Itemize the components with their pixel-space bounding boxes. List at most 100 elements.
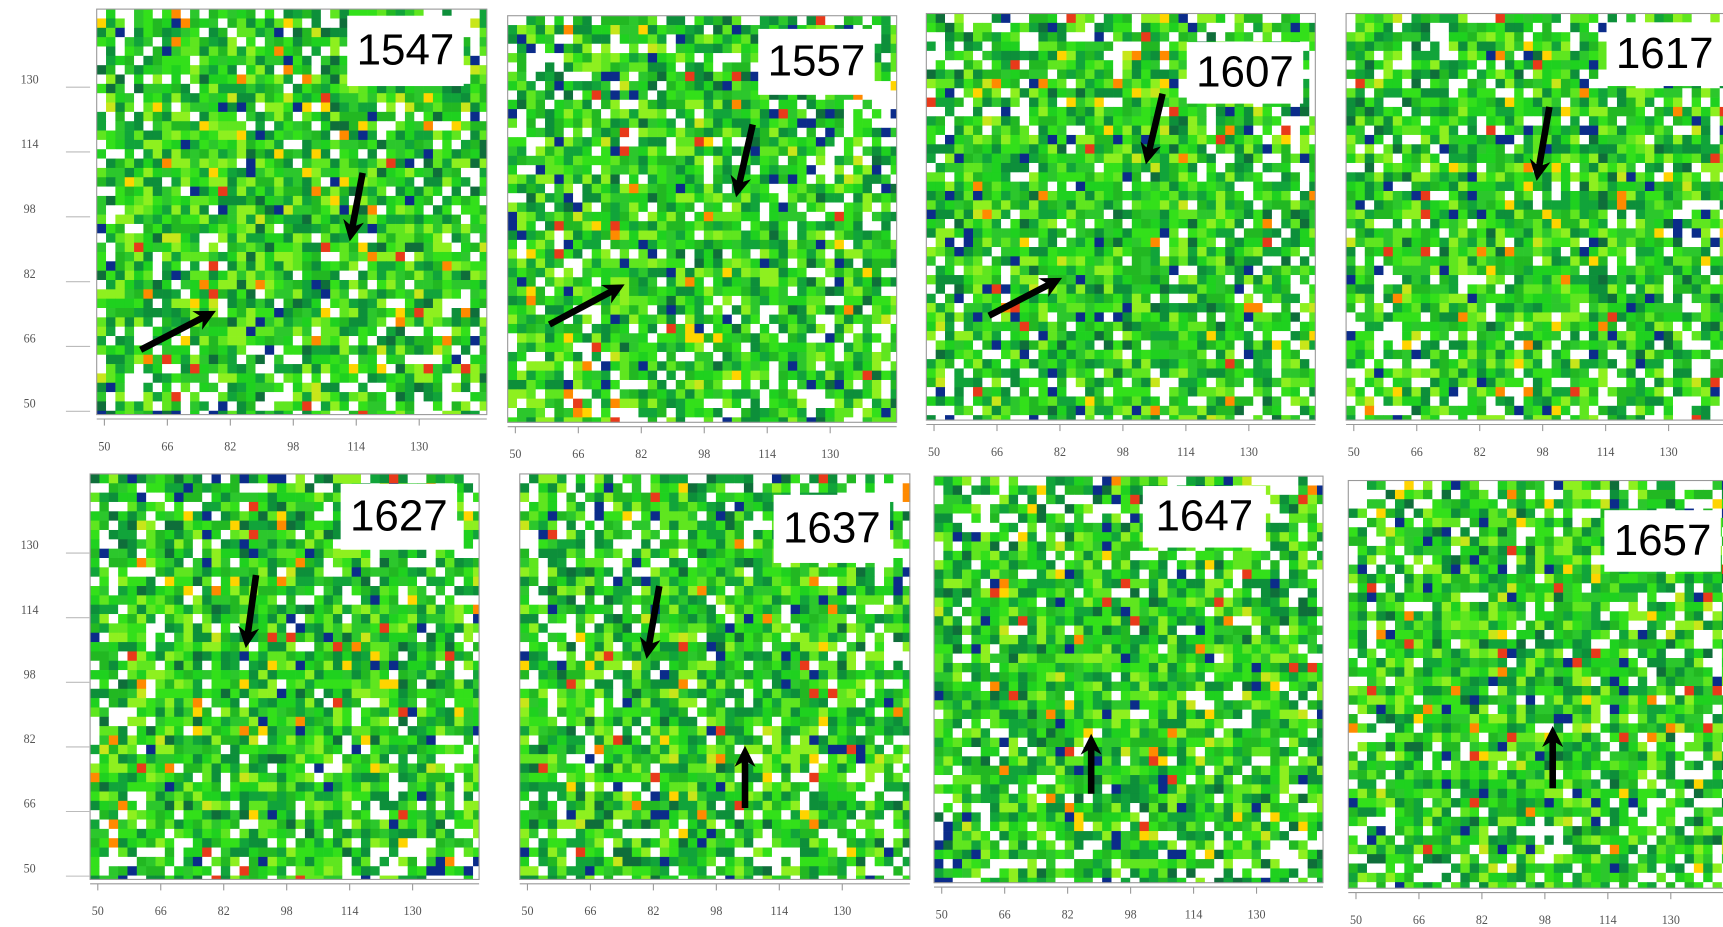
heatmap-cell bbox=[237, 299, 247, 309]
heatmap-cell bbox=[779, 212, 789, 222]
heatmap-cell bbox=[330, 121, 340, 131]
heatmap-cell bbox=[1020, 219, 1030, 229]
heatmap-cell bbox=[517, 137, 527, 147]
heatmap-cell bbox=[1281, 32, 1291, 42]
heatmap-cell bbox=[227, 280, 237, 290]
heatmap-cell bbox=[722, 156, 732, 166]
heatmap-cell bbox=[97, 289, 107, 299]
heatmap-cell bbox=[452, 327, 462, 337]
heatmap-cell bbox=[1150, 228, 1160, 238]
heatmap-cell bbox=[872, 315, 882, 325]
heatmap-cell bbox=[218, 224, 228, 234]
heatmap-cell bbox=[517, 165, 527, 175]
heatmap-cell bbox=[982, 284, 992, 294]
heatmap-cell bbox=[321, 168, 331, 178]
heatmap-cell bbox=[442, 261, 452, 271]
heatmap-cell bbox=[97, 187, 107, 197]
heatmap-cell bbox=[601, 399, 611, 409]
heatmap-cell bbox=[564, 44, 574, 54]
heatmap-cell bbox=[237, 355, 247, 365]
heatmap-cell bbox=[863, 315, 873, 325]
heatmap-cell bbox=[181, 159, 191, 169]
heatmap-cell bbox=[1038, 144, 1048, 154]
heatmap-cell bbox=[424, 243, 434, 253]
heatmap-cell bbox=[1094, 70, 1104, 80]
heatmap-cell bbox=[629, 277, 639, 287]
heatmap-cell bbox=[891, 109, 897, 119]
heatmap-cell bbox=[284, 252, 294, 262]
heatmap-cell bbox=[218, 289, 228, 299]
heatmap-cell bbox=[1094, 42, 1104, 52]
heatmap-cell bbox=[964, 275, 974, 285]
heatmap-cell bbox=[1038, 51, 1048, 61]
heatmap-cell bbox=[377, 233, 387, 243]
heatmap-cell bbox=[274, 336, 284, 346]
heatmap-cell bbox=[517, 399, 527, 409]
heatmap-cell bbox=[414, 289, 424, 299]
heatmap-cell bbox=[982, 200, 992, 210]
heatmap-cell bbox=[760, 249, 770, 259]
heatmap-cell bbox=[433, 243, 443, 253]
heatmap-cell bbox=[601, 240, 611, 250]
heatmap-cell bbox=[405, 131, 415, 141]
heatmap-cell bbox=[973, 154, 983, 164]
heatmap-cell bbox=[751, 156, 761, 166]
heatmap-cell bbox=[143, 75, 153, 85]
heatmap-cell bbox=[704, 100, 714, 110]
heatmap-cell bbox=[1029, 200, 1039, 210]
heatmap-cell bbox=[807, 109, 817, 119]
heatmap-cell bbox=[816, 343, 826, 353]
heatmap-cell bbox=[704, 34, 714, 44]
heatmap-cell bbox=[134, 187, 144, 197]
heatmap-cell bbox=[732, 277, 742, 287]
heatmap-cell bbox=[685, 118, 695, 128]
heatmap-cell bbox=[872, 249, 882, 259]
heatmap-cell bbox=[470, 401, 480, 411]
heatmap-cell bbox=[1263, 228, 1273, 238]
heatmap-cell bbox=[816, 315, 826, 325]
heatmap-cell bbox=[788, 399, 798, 409]
heatmap-cell bbox=[209, 336, 219, 346]
heatmap-cell bbox=[1263, 126, 1273, 136]
heatmap-cell bbox=[1169, 144, 1179, 154]
heatmap-cell bbox=[564, 268, 574, 278]
heatmap-cell bbox=[629, 352, 639, 362]
heatmap-cell bbox=[1104, 70, 1114, 80]
heatmap-cell bbox=[853, 352, 863, 362]
heatmap-cell bbox=[629, 128, 639, 138]
heatmap-cell bbox=[274, 65, 284, 75]
heatmap-cell bbox=[1001, 23, 1011, 33]
heatmap-cell bbox=[694, 137, 704, 147]
heatmap-cell bbox=[153, 103, 163, 113]
heatmap-cell bbox=[396, 233, 406, 243]
heatmap-cell bbox=[788, 109, 798, 119]
heatmap-cell bbox=[797, 231, 807, 241]
heatmap-cell bbox=[936, 126, 946, 136]
heatmap-cell bbox=[638, 175, 648, 185]
heatmap-cell bbox=[825, 268, 835, 278]
heatmap-cell bbox=[246, 131, 256, 141]
heatmap-cell bbox=[330, 392, 340, 402]
heatmap-cell bbox=[964, 144, 974, 154]
heatmap-cell bbox=[508, 352, 518, 362]
heatmap-cell bbox=[676, 193, 686, 203]
heatmap-cell bbox=[424, 308, 434, 318]
heatmap-cell bbox=[190, 75, 200, 85]
heatmap-cell bbox=[936, 51, 946, 61]
heatmap-cell bbox=[237, 46, 247, 56]
heatmap-cell bbox=[265, 252, 275, 262]
heatmap-cell bbox=[433, 215, 443, 225]
heatmap-cell bbox=[1309, 210, 1315, 220]
heatmap-cell bbox=[284, 299, 294, 309]
heatmap-cell bbox=[115, 46, 125, 56]
heatmap-cell bbox=[227, 18, 237, 28]
heatmap-cell bbox=[554, 72, 564, 82]
heatmap-cell bbox=[1132, 238, 1142, 248]
heatmap-cell bbox=[891, 62, 897, 72]
heatmap-cell bbox=[891, 25, 897, 35]
heatmap-cell bbox=[657, 389, 667, 399]
heatmap-cell bbox=[480, 205, 487, 215]
heatmap-cell bbox=[1085, 275, 1095, 285]
heatmap-cell bbox=[1188, 238, 1198, 248]
heatmap-cell bbox=[265, 112, 275, 122]
